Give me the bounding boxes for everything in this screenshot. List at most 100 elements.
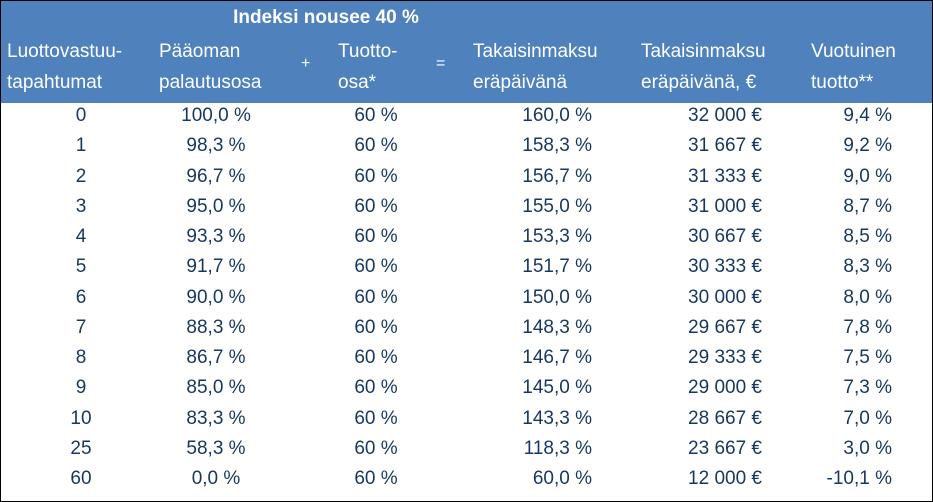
cell-yield-share: 60 % bbox=[354, 165, 398, 187]
cell-annual-return: 7,5 % bbox=[843, 347, 892, 368]
cell-principal-return: 86,7 % bbox=[186, 347, 246, 368]
cell-principal-return: 58,3 % bbox=[186, 437, 246, 459]
cell-repayment-euro: 29 333 € bbox=[688, 347, 762, 368]
cell-annual-return: 9,4 % bbox=[843, 105, 892, 126]
cell-repayment-percent: 143,3 % bbox=[522, 407, 592, 429]
cell-credit-events: 60 bbox=[70, 468, 92, 489]
cell-principal-return: 85,0 % bbox=[186, 377, 246, 399]
table-row: 7 88,3 % 60 % 148,3 % 29 667 € 7,8 % bbox=[1, 313, 932, 343]
table-header: Indeksi nousee 40 % Luottovastuu- tapaht… bbox=[1, 1, 932, 103]
table-row: 9 85,0 % 60 % 145,0 % 29 000 € 7,3 % bbox=[1, 373, 932, 403]
cell-credit-events: 25 bbox=[70, 437, 92, 459]
header-col-events-line1: Luottovastuu- bbox=[7, 41, 123, 62]
table-row: 4 93,3 % 60 % 153,3 % 30 667 € 8,5 % bbox=[1, 222, 932, 252]
cell-principal-return: 98,3 % bbox=[186, 135, 246, 157]
cell-credit-events: 10 bbox=[70, 407, 92, 429]
table-row: 5 91,7 % 60 % 151,7 % 30 333 € 8,3 % bbox=[1, 252, 932, 282]
cell-repayment-percent: 118,3 % bbox=[523, 437, 592, 459]
cell-repayment-percent: 153,3 % bbox=[522, 226, 592, 247]
table-row: 60 0,0 % 60 % 60,0 % 12 000 € -10,1 % bbox=[1, 464, 932, 494]
cell-repayment-percent: 151,7 % bbox=[522, 256, 592, 278]
cell-repayment-percent: 60,0 % bbox=[532, 468, 592, 489]
header-col-annual-return-line1: Vuotuinen bbox=[811, 41, 896, 62]
cell-repayment-euro: 32 000 € bbox=[688, 105, 762, 126]
cell-credit-events: 3 bbox=[75, 195, 87, 217]
cell-annual-return: 3,0 % bbox=[843, 437, 892, 459]
cell-yield-share: 60 % bbox=[354, 437, 398, 459]
cell-yield-share: 60 % bbox=[354, 347, 398, 368]
cell-yield-share: 60 % bbox=[354, 468, 398, 489]
header-col-repayment-pct-line2: eräpäivänä bbox=[473, 72, 568, 93]
cell-repayment-euro: 28 667 € bbox=[688, 407, 762, 429]
cell-repayment-euro: 30 333 € bbox=[688, 256, 762, 278]
cell-principal-return: 0,0 % bbox=[191, 468, 241, 489]
cell-repayment-percent: 148,3 % bbox=[522, 316, 592, 338]
cell-credit-events: 2 bbox=[75, 165, 87, 187]
header-col-events-line2: tapahtumat bbox=[7, 72, 103, 93]
cell-yield-share: 60 % bbox=[354, 135, 398, 157]
table-row: 10 83,3 % 60 % 143,3 % 28 667 € 7,0 % bbox=[1, 404, 932, 434]
cell-principal-return: 93,3 % bbox=[186, 226, 246, 247]
header-col-repayment-eur-line1: Takaisinmaksu bbox=[641, 41, 766, 62]
cell-credit-events: 5 bbox=[75, 256, 87, 278]
cell-repayment-percent: 146,7 % bbox=[522, 347, 592, 368]
cell-principal-return: 90,0 % bbox=[186, 286, 246, 308]
header-col-principal-line1: Pääoman bbox=[159, 41, 241, 62]
cell-yield-share: 60 % bbox=[354, 407, 398, 429]
header-col-principal-line2: palautusosa bbox=[159, 72, 262, 93]
cell-repayment-euro: 31 333 € bbox=[688, 165, 762, 187]
cell-repayment-euro: 30 667 € bbox=[688, 226, 762, 247]
cell-repayment-euro: 29 667 € bbox=[688, 316, 762, 338]
cell-repayment-euro: 29 000 € bbox=[688, 377, 762, 399]
cell-yield-share: 60 % bbox=[354, 226, 398, 247]
cell-repayment-percent: 150,0 % bbox=[522, 286, 592, 308]
cell-principal-return: 91,7 % bbox=[186, 256, 246, 278]
cell-repayment-percent: 158,3 % bbox=[522, 135, 592, 157]
cell-yield-share: 60 % bbox=[354, 316, 398, 338]
cell-annual-return: 7,0 % bbox=[843, 407, 892, 429]
cell-principal-return: 96,7 % bbox=[186, 165, 246, 187]
cell-annual-return: 7,3 % bbox=[843, 377, 892, 399]
cell-credit-events: 1 bbox=[75, 135, 87, 157]
cell-annual-return: 8,7 % bbox=[843, 195, 892, 217]
header-col-annual-return-line2: tuotto** bbox=[811, 72, 874, 93]
cell-repayment-euro: 31 667 € bbox=[688, 135, 762, 157]
cell-principal-return: 100,0 % bbox=[181, 105, 251, 126]
cell-repayment-percent: 160,0 % bbox=[522, 105, 592, 126]
table-body: 0 100,0 % 60 % 160,0 % 32 000 €9,4 % 1 98,3 % 6… bbox=[1, 101, 932, 494]
cell-yield-share: 60 % bbox=[354, 377, 398, 399]
cell-repayment-percent: 155,0 % bbox=[522, 195, 592, 217]
table-row: 1 98,3 % 60 % 158,3 % 31 667 € 9,2 % bbox=[1, 131, 932, 161]
cell-credit-events: 4 bbox=[75, 226, 87, 247]
cell-yield-share: 60 % bbox=[354, 105, 398, 126]
table-row: 25 58,3 % 60 % 118,3 % 23 667 € 3,0 % bbox=[1, 434, 932, 464]
header-equals-sign: = bbox=[436, 55, 446, 72]
cell-annual-return: 7,8 % bbox=[843, 316, 892, 338]
cell-credit-events: 6 bbox=[75, 286, 87, 308]
cell-annual-return: 8,5 % bbox=[843, 226, 892, 247]
cell-annual-return: -10,1 % bbox=[826, 468, 892, 489]
header-col-repayment-eur-line2: eräpäivänä, € bbox=[641, 72, 757, 93]
cell-credit-events: 7 bbox=[75, 316, 87, 338]
header-col-repayment-pct-line1: Takaisinmaksu bbox=[473, 41, 598, 62]
cell-yield-share: 60 % bbox=[354, 286, 398, 308]
table-row: 0 100,0 % 60 % 160,0 % 32 000 € 9,4 % bbox=[1, 101, 932, 131]
cell-repayment-percent: 156,7 % bbox=[522, 165, 592, 187]
cell-credit-events: 9 bbox=[75, 377, 87, 399]
header-col-yield-line1: Tuotto- bbox=[338, 41, 398, 62]
cell-credit-events: 0 bbox=[75, 105, 87, 126]
cell-repayment-euro: 12 000 € bbox=[688, 468, 762, 489]
table-title: Indeksi nousee 40 % bbox=[233, 7, 419, 28]
header-plus-sign: + bbox=[301, 55, 311, 72]
header-col-yield-line2: osa* bbox=[338, 72, 377, 93]
table-row: 6 90,0 % 60 % 150,0 % 30 000 € 8,0 % bbox=[1, 283, 932, 313]
cell-annual-return: 9,2 % bbox=[843, 135, 892, 157]
cell-principal-return: 83,3 % bbox=[186, 407, 246, 429]
cell-repayment-euro: 23 667 € bbox=[688, 437, 762, 459]
table-row: 8 86,7 % 60 % 146,7 % 29 333 € 7,5 % bbox=[1, 343, 932, 373]
cell-annual-return: 9,0 % bbox=[843, 165, 892, 187]
cell-credit-events: 8 bbox=[75, 347, 87, 368]
cell-repayment-percent: 145,0 % bbox=[522, 377, 592, 399]
cell-yield-share: 60 % bbox=[354, 195, 398, 217]
